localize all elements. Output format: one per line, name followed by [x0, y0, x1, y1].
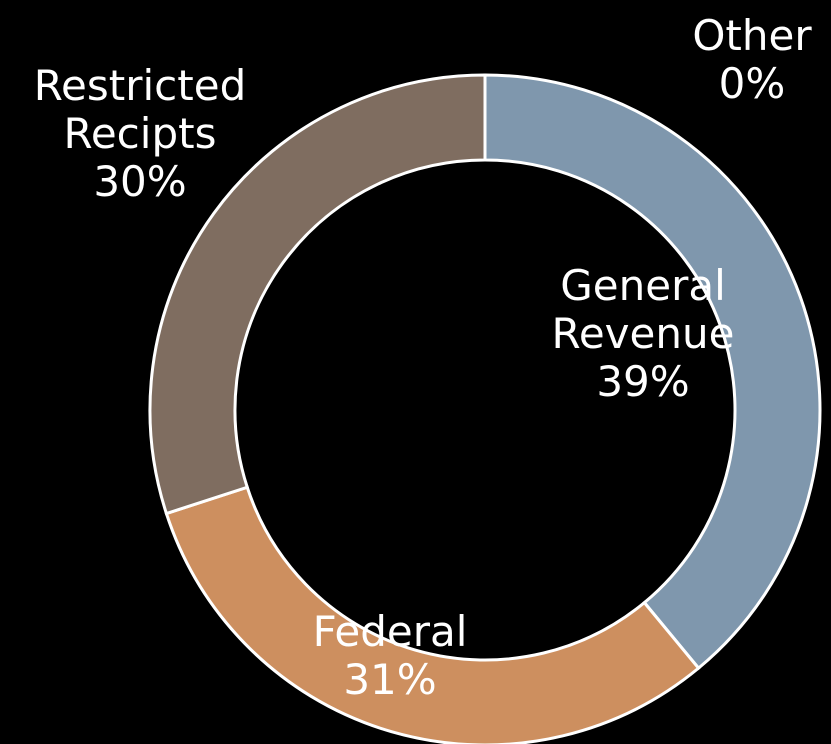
category-label: Other — [692, 11, 812, 60]
category-label: Restricted Recipts — [33, 61, 247, 158]
donut-slice — [483, 73, 822, 671]
slice-label: Federal 31% — [240, 608, 540, 704]
category-label: General Revenue — [551, 261, 735, 358]
value-label: 0% — [718, 59, 786, 108]
value-label: 30% — [93, 157, 187, 206]
value-label: 31% — [343, 655, 437, 704]
slice-label: Other 0% — [677, 12, 827, 108]
slice-label: Restricted Recipts 30% — [5, 62, 275, 206]
value-label: 39% — [596, 357, 690, 406]
slice-label: General Revenue 39% — [523, 262, 763, 406]
donut-slice — [148, 73, 487, 516]
category-label: Federal — [312, 607, 468, 656]
